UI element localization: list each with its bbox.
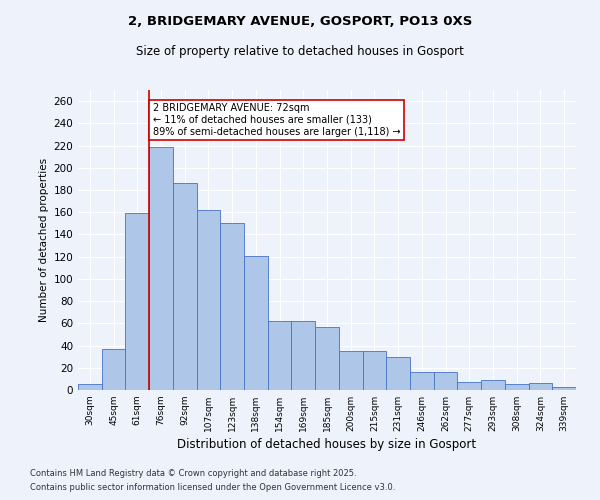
Bar — [125, 214, 149, 390]
Bar — [505, 384, 529, 390]
Bar — [197, 210, 220, 390]
Bar — [102, 349, 125, 390]
Bar — [173, 184, 197, 390]
Text: Contains public sector information licensed under the Open Government Licence v3: Contains public sector information licen… — [30, 484, 395, 492]
Bar — [434, 372, 457, 390]
Bar — [552, 386, 576, 390]
Bar — [410, 372, 434, 390]
Bar — [268, 321, 292, 390]
Bar — [481, 380, 505, 390]
Bar — [292, 321, 315, 390]
Text: Contains HM Land Registry data © Crown copyright and database right 2025.: Contains HM Land Registry data © Crown c… — [30, 468, 356, 477]
Bar — [529, 384, 552, 390]
Bar — [315, 326, 339, 390]
Y-axis label: Number of detached properties: Number of detached properties — [39, 158, 49, 322]
Bar — [457, 382, 481, 390]
Bar — [78, 384, 102, 390]
Bar — [149, 146, 173, 390]
Text: 2, BRIDGEMARY AVENUE, GOSPORT, PO13 0XS: 2, BRIDGEMARY AVENUE, GOSPORT, PO13 0XS — [128, 15, 472, 28]
Bar — [244, 256, 268, 390]
Bar — [386, 356, 410, 390]
Text: 2 BRIDGEMARY AVENUE: 72sqm
← 11% of detached houses are smaller (133)
89% of sem: 2 BRIDGEMARY AVENUE: 72sqm ← 11% of deta… — [152, 104, 400, 136]
Bar — [339, 351, 362, 390]
X-axis label: Distribution of detached houses by size in Gosport: Distribution of detached houses by size … — [178, 438, 476, 451]
Bar — [362, 351, 386, 390]
Text: Size of property relative to detached houses in Gosport: Size of property relative to detached ho… — [136, 45, 464, 58]
Bar — [220, 224, 244, 390]
